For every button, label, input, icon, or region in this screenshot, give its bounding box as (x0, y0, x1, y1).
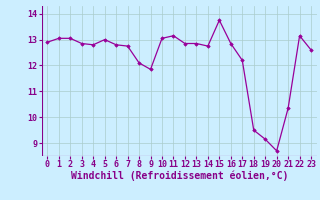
X-axis label: Windchill (Refroidissement éolien,°C): Windchill (Refroidissement éolien,°C) (70, 171, 288, 181)
